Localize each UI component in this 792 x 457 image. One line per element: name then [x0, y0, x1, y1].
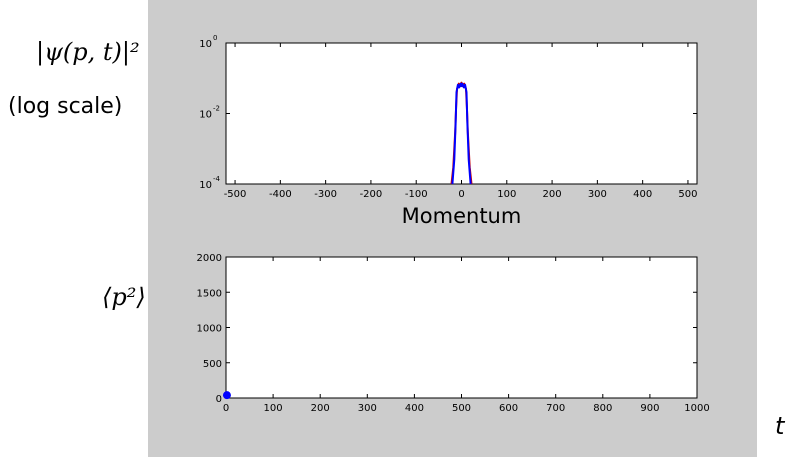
x-tick-label-0-1: -400: [269, 189, 292, 200]
y-tick-label-base-0-0: 10: [199, 39, 212, 50]
x-tick-label-1-1: 100: [264, 403, 283, 414]
p-squared-mean-label: ⟨p²⟩: [102, 283, 146, 311]
log-scale-label: (log scale): [8, 94, 123, 119]
x-axis-label-0: Momentum: [402, 204, 522, 228]
y-tick-label-1-4: 2000: [197, 253, 222, 264]
y-tick-label-1-0: 0: [216, 394, 222, 405]
x-tick-label-0-3: -200: [360, 189, 383, 200]
psi-squared-label: |ψ(p, t)|²: [36, 38, 140, 66]
t-axis-label: t: [775, 412, 785, 440]
x-tick-label-0-10: 500: [678, 189, 697, 200]
plot-area-1: [225, 256, 698, 399]
y-tick-label-base-0-2: 10: [199, 180, 212, 191]
y-tick-label-base-0-1: 10: [199, 110, 212, 121]
y-tick-label-1-3: 1500: [197, 288, 222, 299]
x-tick-label-0-7: 200: [543, 189, 562, 200]
x-tick-label-0-5: 0: [458, 189, 464, 200]
y-tick-label-exp-0-2: -4: [213, 175, 221, 183]
x-tick-label-1-5: 500: [452, 403, 471, 414]
x-tick-label-0-9: 400: [633, 189, 652, 200]
y-tick-label-exp-0-0: 0: [213, 34, 217, 42]
x-tick-label-1-0: 0: [223, 403, 229, 414]
x-tick-label-0-8: 300: [588, 189, 607, 200]
chart-1: 0 100 200 300 400 500 600 700 800 900 1000 0 500 1000…: [197, 253, 710, 414]
x-tick-label-0-4: -100: [405, 189, 428, 200]
x-tick-label-1-3: 300: [358, 403, 377, 414]
x-tick-label-0-6: 100: [497, 189, 516, 200]
x-tick-label-1-6: 600: [499, 403, 518, 414]
x-tick-label-1-7: 700: [546, 403, 565, 414]
x-tick-label-0-0: -500: [224, 189, 247, 200]
data-point-1-0-0: [222, 391, 231, 400]
y-tick-label-1-2: 1000: [197, 324, 222, 335]
y-tick-label-1-1: 500: [203, 359, 222, 370]
chart-0: -500 -400 -300 -200 -100 0 100 200 300 400 5001001…: [199, 34, 698, 228]
x-tick-label-1-10: 1000: [684, 403, 709, 414]
x-tick-label-1-4: 400: [405, 403, 424, 414]
plot-area-0: [225, 42, 698, 185]
y-tick-label-exp-0-1: -2: [213, 105, 220, 113]
x-tick-label-1-9: 900: [640, 403, 659, 414]
series-line-0-1: [451, 82, 472, 185]
x-tick-label-0-2: -300: [314, 189, 337, 200]
x-tick-label-1-2: 200: [311, 403, 330, 414]
x-tick-label-1-8: 800: [593, 403, 612, 414]
